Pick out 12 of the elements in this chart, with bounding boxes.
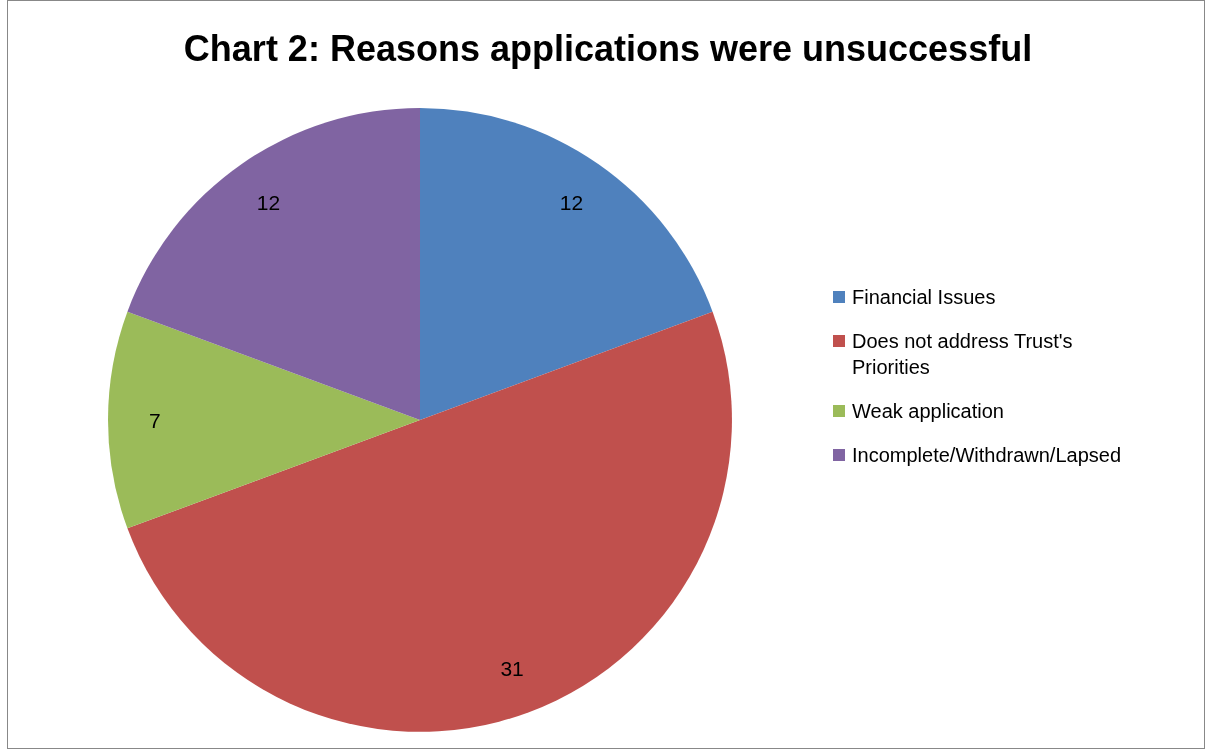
data-label: 7 — [148, 408, 161, 432]
data-label: 12 — [559, 190, 584, 214]
data-label: 12 — [256, 190, 281, 214]
pie-slice — [420, 108, 713, 420]
legend-label: Weak application — [852, 399, 1005, 424]
pie-slice — [127, 311, 732, 732]
data-label: 31 — [500, 657, 524, 681]
legend-label: Does not address Trust's Priorities — [852, 329, 1074, 380]
legend-label: Incomplete/Withdrawn/Lapsed — [852, 443, 1123, 468]
chart-title: Chart 2: Reasons applications were unsuccessful — [182, 28, 1034, 70]
pie-slice — [108, 311, 420, 529]
legend-label: Financial Issues — [852, 285, 997, 310]
